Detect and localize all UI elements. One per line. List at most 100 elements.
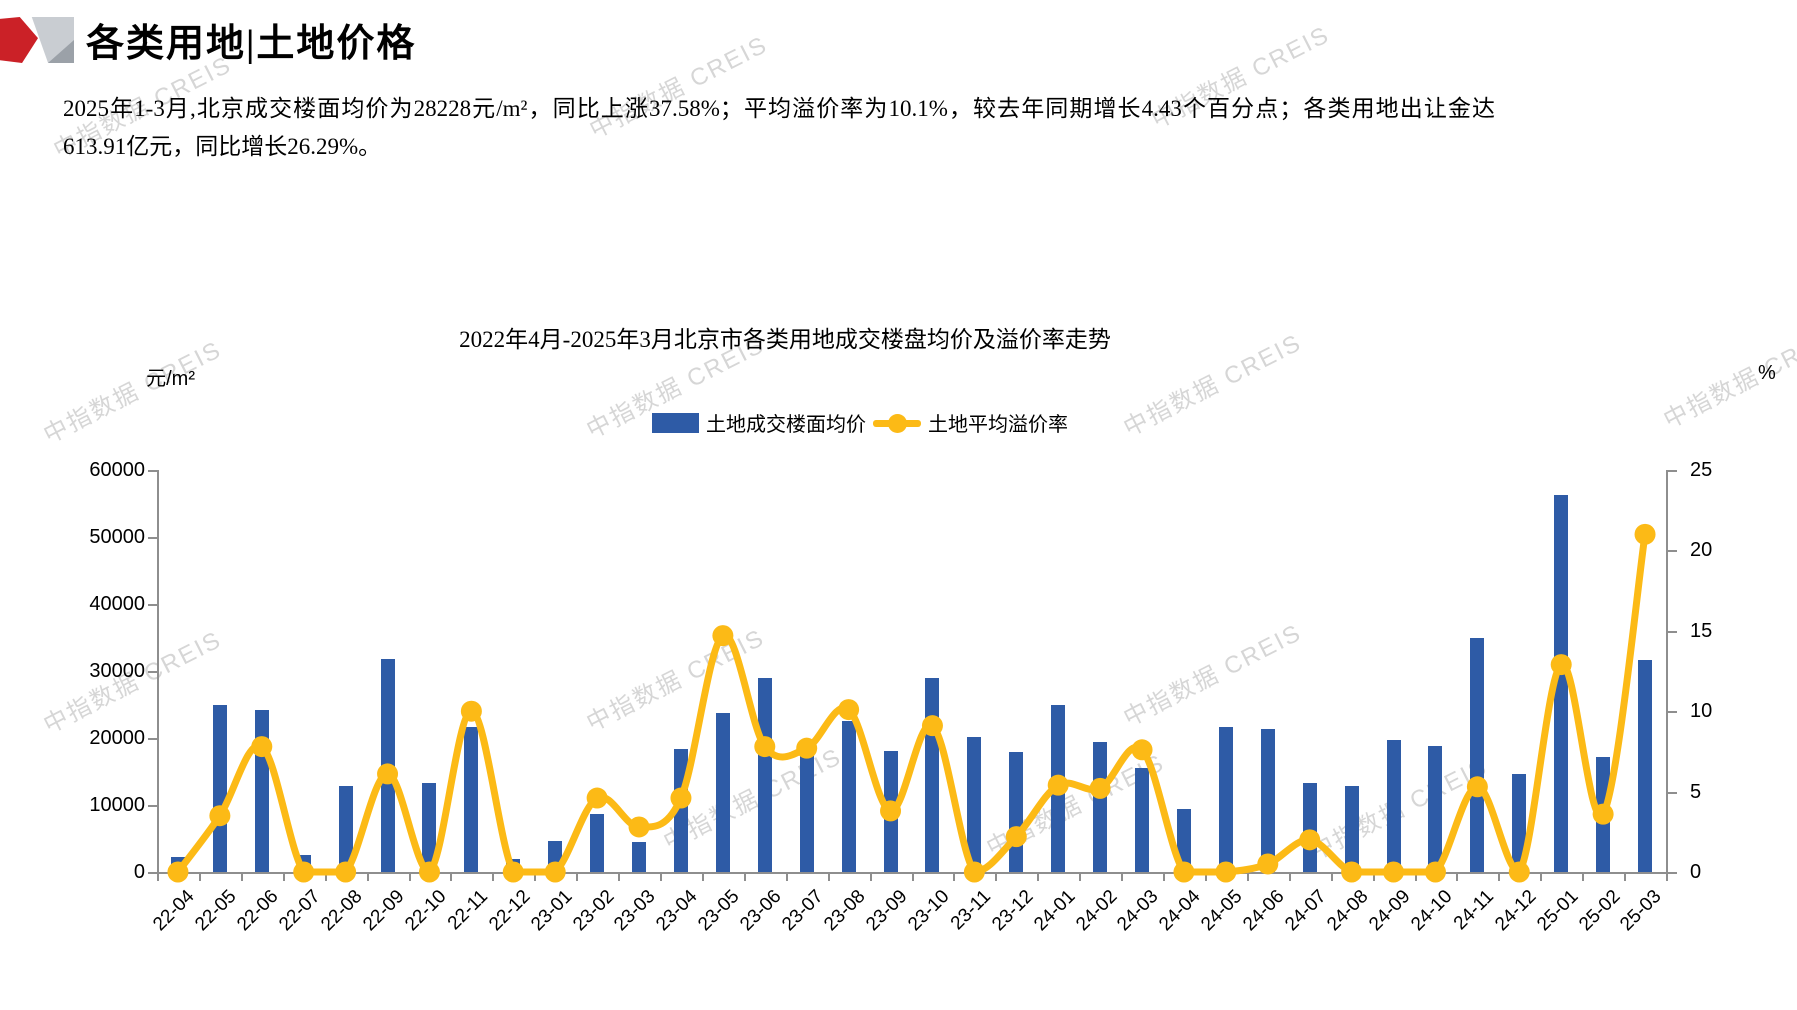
bar [1554, 495, 1569, 872]
x-axis-tick [1372, 874, 1375, 881]
x-axis-category-text: 22-07 [275, 886, 325, 936]
right-axis-tick-label: 10 [1690, 700, 1713, 723]
bar [1428, 746, 1443, 872]
legend-line-marker-icon [888, 413, 907, 433]
x-axis-tick [785, 874, 788, 881]
legend-line-label: 土地平均溢价率 [928, 414, 1068, 436]
bar [296, 854, 311, 872]
legend-bar-swatch [652, 412, 699, 433]
x-axis-tick [324, 874, 327, 881]
x-axis-tick [576, 874, 579, 881]
x-axis-category-text: 24-10 [1407, 886, 1457, 936]
x-axis-category-text: 23-05 [694, 886, 744, 936]
x-axis-tick [995, 874, 998, 881]
premium-rate-point [838, 699, 860, 721]
x-axis-category-text: 22-09 [359, 886, 409, 936]
premium-rate-point [586, 787, 608, 809]
x-axis-category-text: 24-05 [1197, 886, 1247, 936]
x-axis-category-text: 23-01 [526, 886, 577, 936]
x-axis-tick [827, 874, 830, 881]
x-axis-category-text: 24-01 [1029, 886, 1080, 936]
left-axis-tick-label: 60000 [89, 459, 145, 481]
premium-rate-line [175, 533, 1649, 876]
bar [464, 727, 479, 872]
bar [1218, 727, 1233, 872]
x-axis-category-text: 23-10 [904, 886, 954, 936]
right-axis-tick-label: 25 [1690, 459, 1713, 481]
right-axis-tick-label: 20 [1690, 539, 1713, 562]
x-axis-tick [1163, 874, 1165, 881]
x-axis-category-text: 22-04 [149, 886, 199, 936]
watermark-text: 中指数据 CREIS [1119, 619, 1307, 733]
left-axis-tick [148, 671, 157, 673]
bar [1009, 752, 1024, 872]
chart-title: 2022年4月-2025年3月北京市各类用地成交楼盘均价及溢价率走势 [459, 327, 1111, 352]
x-axis-tick [366, 874, 369, 881]
right-axis-unit: % [1758, 362, 1776, 384]
x-axis-tick [869, 874, 872, 881]
x-axis-tick [953, 874, 956, 881]
bar [1260, 729, 1275, 872]
legend-bar-label: 土地成交楼面均价 [706, 414, 866, 436]
x-axis-tick [1288, 874, 1291, 881]
brand-logo [0, 13, 80, 64]
left-axis-unit: 元/m² [146, 368, 195, 390]
x-axis-category-text: 23-06 [736, 886, 786, 936]
left-axis-tick-label: 0 [133, 861, 145, 883]
x-axis-tick [911, 874, 914, 881]
x-axis-tick [240, 874, 243, 881]
x-axis-category-text: 24-06 [1239, 886, 1289, 936]
x-axis-tick [1330, 874, 1333, 881]
x-axis-tick [534, 874, 537, 881]
left-axis-tick [148, 537, 157, 539]
x-axis-category-text: 22-05 [191, 886, 241, 936]
bar [590, 814, 605, 872]
x-axis-tick [157, 874, 159, 881]
right-axis-line [1666, 470, 1668, 872]
x-axis-category-text: 22-06 [233, 886, 283, 936]
bar [1512, 773, 1527, 872]
bar [254, 709, 269, 872]
x-axis-tick [1121, 874, 1124, 881]
x-axis-category-text: 22-12 [484, 886, 535, 936]
left-axis-tick [148, 872, 157, 874]
bar [673, 749, 688, 872]
x-axis-tick [1624, 874, 1627, 881]
left-axis-tick [148, 470, 157, 472]
bar [1135, 768, 1150, 872]
bar [967, 737, 982, 872]
bar [422, 782, 437, 872]
page-title: 各类用地|土地价格 [86, 23, 417, 65]
bar [757, 677, 772, 872]
x-axis-category-text: 22-11 [444, 886, 493, 935]
bar [632, 841, 647, 872]
right-axis-tick-label: 5 [1690, 780, 1702, 803]
bar [1302, 782, 1317, 872]
x-axis-tick [1246, 874, 1249, 881]
bar [1470, 637, 1485, 872]
legend-line-swatch [873, 412, 921, 434]
premium-rate-point [628, 816, 650, 838]
x-axis-category-text: 23-12 [987, 886, 1038, 936]
x-axis-category-text: 25-01 [1532, 886, 1583, 936]
left-axis-tick [148, 604, 157, 606]
x-axis-category-text: 23-09 [862, 886, 912, 936]
chart-legend: 土地成交楼面均价 土地平均溢价率 [652, 408, 1068, 437]
x-axis-category-text: 24-07 [1281, 886, 1331, 936]
watermark-text: 中指数据 CREIS [1119, 329, 1307, 443]
x-axis-category-text: 24-09 [1365, 886, 1415, 936]
bar [338, 786, 353, 872]
x-axis-category-text: 22-08 [317, 886, 367, 936]
x-axis-tick [198, 874, 201, 881]
x-axis-tick [1037, 874, 1040, 881]
x-axis-tick [1414, 874, 1417, 881]
x-axis-category-text: 22-10 [401, 886, 451, 936]
bar [1093, 742, 1108, 872]
right-axis-tick [1668, 550, 1677, 553]
right-axis-tick [1668, 630, 1677, 633]
bar [841, 721, 856, 872]
right-axis-tick [1668, 711, 1677, 714]
left-axis-tick-label: 40000 [89, 593, 145, 615]
x-axis-category-text: 24-02 [1071, 886, 1121, 936]
x-axis-tick [618, 874, 621, 881]
